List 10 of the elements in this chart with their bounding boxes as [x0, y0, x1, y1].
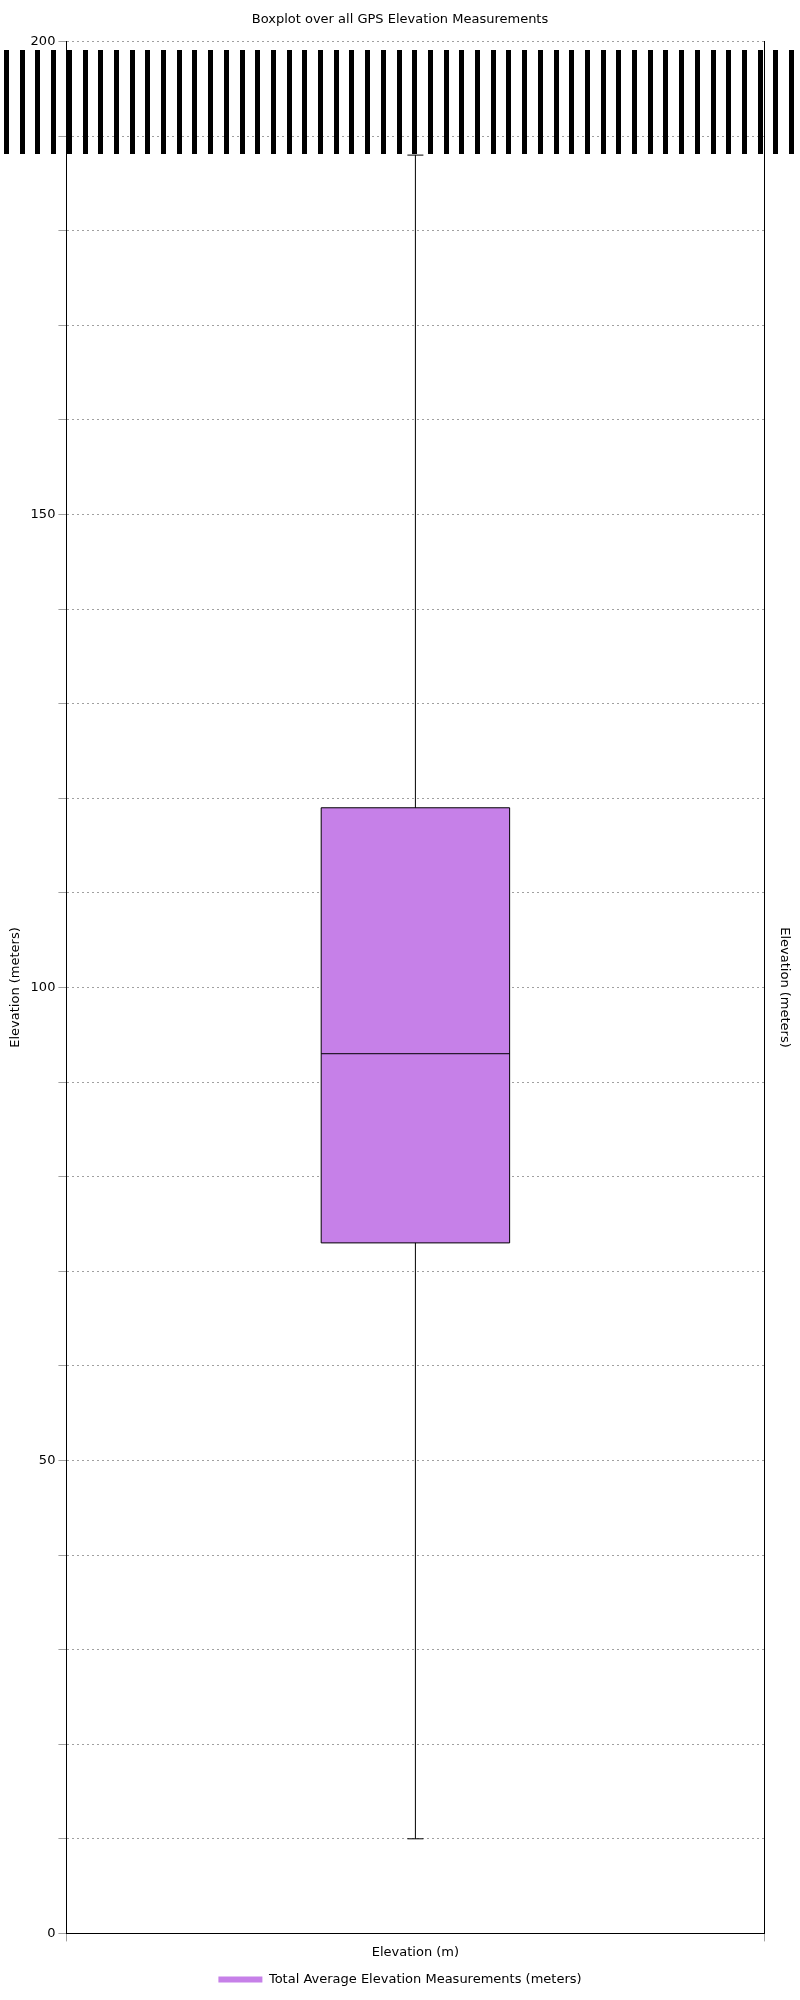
y2-axis-title: Elevation (meters) — [777, 927, 793, 1048]
y-tick-label: 200 — [30, 32, 56, 48]
y-tick-label: 0 — [47, 1924, 56, 1940]
y-tick-label: 50 — [38, 1451, 56, 1467]
y-axis-title: Elevation (meters) — [7, 927, 23, 1048]
y-tick-label: 100 — [30, 978, 56, 994]
y-tick-label: 150 — [30, 505, 56, 521]
x-tick-label: Elevation (m) — [371, 1943, 460, 1959]
chart-title: Boxplot over all GPS Elevation Measurements — [251, 11, 549, 27]
legend-label: Total Average Elevation Measurements (meters) — [267, 1970, 582, 1986]
